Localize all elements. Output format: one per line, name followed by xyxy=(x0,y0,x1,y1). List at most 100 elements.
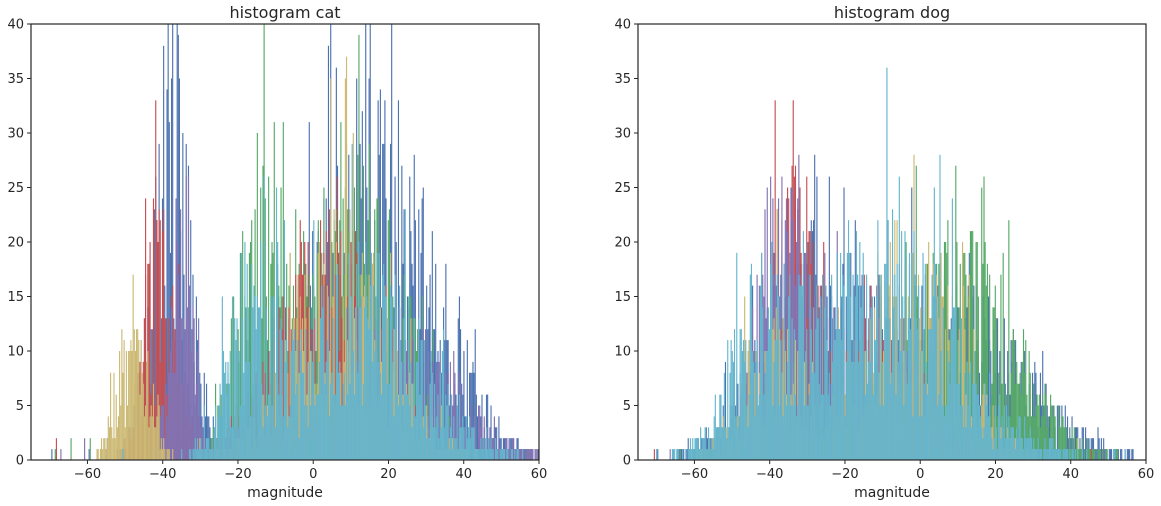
histogram-bar xyxy=(959,263,961,460)
histogram-bar xyxy=(899,351,902,460)
histogram-bar xyxy=(183,318,185,460)
histogram-bar xyxy=(138,340,140,460)
histogram-bar xyxy=(833,318,835,460)
histogram-bar xyxy=(282,296,284,460)
histogram-bar xyxy=(703,438,705,460)
histogram-bar xyxy=(844,416,846,460)
histogram-bar xyxy=(152,383,155,460)
histogram-bar xyxy=(999,394,1001,460)
histogram-bar xyxy=(482,438,484,460)
histogram-bar xyxy=(478,449,480,460)
histogram-bar xyxy=(516,449,518,460)
histogram-bar xyxy=(1025,340,1027,460)
histogram-bar xyxy=(54,449,56,460)
histogram-bar xyxy=(272,296,274,460)
histogram-bar xyxy=(1105,449,1107,460)
histogram-bar xyxy=(476,449,479,460)
histogram-bar xyxy=(1046,427,1048,460)
histogram-bar xyxy=(280,318,282,460)
histogram-bar xyxy=(996,449,999,460)
histogram-bar xyxy=(925,361,927,460)
histogram-bar xyxy=(990,427,992,460)
histogram-bar xyxy=(967,405,969,460)
histogram-bar xyxy=(274,427,276,460)
histogram-bar xyxy=(957,340,959,460)
histogram-bar xyxy=(921,416,923,460)
histogram-bar xyxy=(263,176,265,460)
histogram-bar xyxy=(414,416,416,460)
histogram-bar xyxy=(88,449,90,460)
histogram-bar xyxy=(764,372,766,460)
histogram-bar xyxy=(250,242,252,460)
histogram-bar xyxy=(237,427,239,460)
histogram-bar xyxy=(269,351,271,460)
histogram-bar xyxy=(397,100,400,460)
histogram-bar xyxy=(379,372,381,460)
histogram-bar xyxy=(339,220,341,460)
histogram-bar xyxy=(784,394,786,460)
histogram-bar xyxy=(820,296,823,460)
histogram-bar xyxy=(946,405,948,460)
histogram-bar xyxy=(259,307,261,460)
histogram-bar xyxy=(1013,438,1016,460)
histogram-bar xyxy=(119,351,121,460)
histogram-bar xyxy=(1006,405,1008,460)
histogram-bar xyxy=(892,209,894,460)
histogram-bar xyxy=(987,296,990,460)
histogram-bar xyxy=(70,438,72,460)
histogram-bar xyxy=(371,361,374,460)
histogram-bar xyxy=(406,394,409,460)
histogram-bar xyxy=(466,438,468,460)
histogram-bar xyxy=(691,449,693,460)
histogram-bar xyxy=(1078,449,1080,460)
histogram-bar xyxy=(837,329,839,460)
histogram-bar xyxy=(464,427,466,460)
histogram-bar xyxy=(1020,394,1022,460)
histogram-bar xyxy=(759,285,762,460)
histogram-bar xyxy=(445,394,447,460)
histogram-bar xyxy=(1131,449,1133,460)
histogram-bar xyxy=(1033,438,1035,460)
histogram-bar xyxy=(907,318,909,460)
x-tick-label: 20 xyxy=(380,467,397,482)
histogram-bar xyxy=(190,449,192,460)
histogram-bar xyxy=(969,231,972,460)
histogram-bar xyxy=(438,361,440,460)
histogram-bar xyxy=(977,296,979,460)
histogram-bar xyxy=(306,307,308,460)
histogram-bar xyxy=(890,372,892,460)
histogram-bar xyxy=(441,351,444,460)
histogram-bar xyxy=(798,274,800,460)
histogram-bar xyxy=(954,307,956,460)
histogram-bar xyxy=(203,405,205,460)
histogram-bar xyxy=(191,329,193,460)
histogram-bar xyxy=(437,394,439,460)
histogram-bar xyxy=(99,449,101,460)
histogram-bar xyxy=(366,296,368,460)
histogram-bar xyxy=(1053,405,1055,460)
histogram-bar xyxy=(774,340,776,460)
histogram-bar xyxy=(184,329,186,460)
histogram-bar xyxy=(209,427,211,460)
histogram-bar xyxy=(1001,416,1003,460)
histogram-bar xyxy=(229,351,231,460)
histogram-bar xyxy=(1003,318,1005,460)
histogram-bar xyxy=(776,274,778,460)
histogram-bar xyxy=(753,361,755,460)
histogram-bar xyxy=(992,307,994,460)
histogram-bar xyxy=(808,394,810,460)
histogram-bar xyxy=(1008,416,1010,460)
histogram-bar xyxy=(504,449,506,460)
histogram-bar xyxy=(159,449,161,460)
histogram-bar xyxy=(498,438,500,460)
histogram-bar xyxy=(772,405,774,460)
histogram-bar xyxy=(165,383,167,460)
histogram-bar xyxy=(768,329,771,460)
histogram-bar xyxy=(849,252,851,460)
histogram-bar xyxy=(288,307,290,460)
histogram-bar xyxy=(739,329,741,460)
histogram-bar xyxy=(1027,438,1029,460)
histogram-bar xyxy=(878,372,880,460)
histogram-bar xyxy=(282,122,284,460)
histogram-bar xyxy=(1031,449,1034,460)
